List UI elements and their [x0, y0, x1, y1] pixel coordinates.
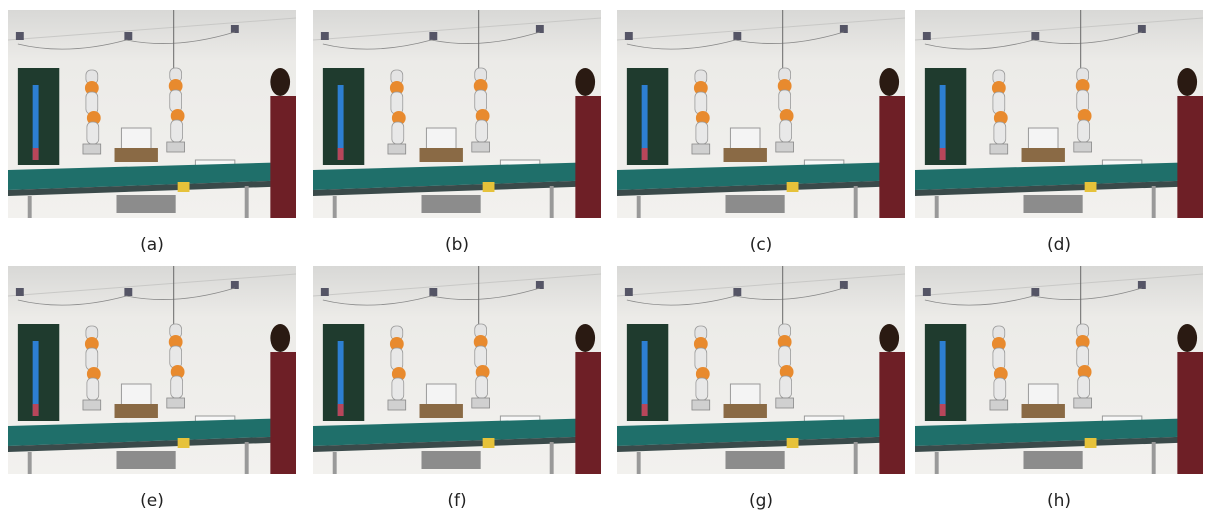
panel-caption: (g) [749, 491, 773, 511]
photo [617, 266, 905, 474]
photo-panel: (f) [313, 266, 601, 511]
panel-caption: (c) [750, 235, 773, 255]
photo-panel: (d) [915, 10, 1203, 255]
panel-grid: (a) (b) (c) (d) (e) (f) (g) (h) [8, 10, 1203, 511]
photo [915, 10, 1203, 218]
photo [8, 10, 296, 218]
figure: (a) (b) (c) (d) (e) (f) (g) (h) [0, 0, 1206, 516]
photo [8, 266, 296, 474]
panel-caption: (d) [1047, 235, 1071, 255]
panel-caption: (a) [140, 235, 164, 255]
photo-panel: (b) [313, 10, 601, 255]
photo-panel: (c) [617, 10, 905, 255]
photo-panel: (e) [8, 266, 296, 511]
panel-caption: (e) [140, 491, 164, 511]
photo [313, 266, 601, 474]
photo [617, 10, 905, 218]
photo-panel: (a) [8, 10, 296, 255]
photo [915, 266, 1203, 474]
photo-panel: (h) [915, 266, 1203, 511]
panel-caption: (b) [445, 235, 469, 255]
photo-panel: (g) [617, 266, 905, 511]
photo [313, 10, 601, 218]
panel-caption: (f) [447, 491, 466, 511]
panel-caption: (h) [1047, 491, 1071, 511]
